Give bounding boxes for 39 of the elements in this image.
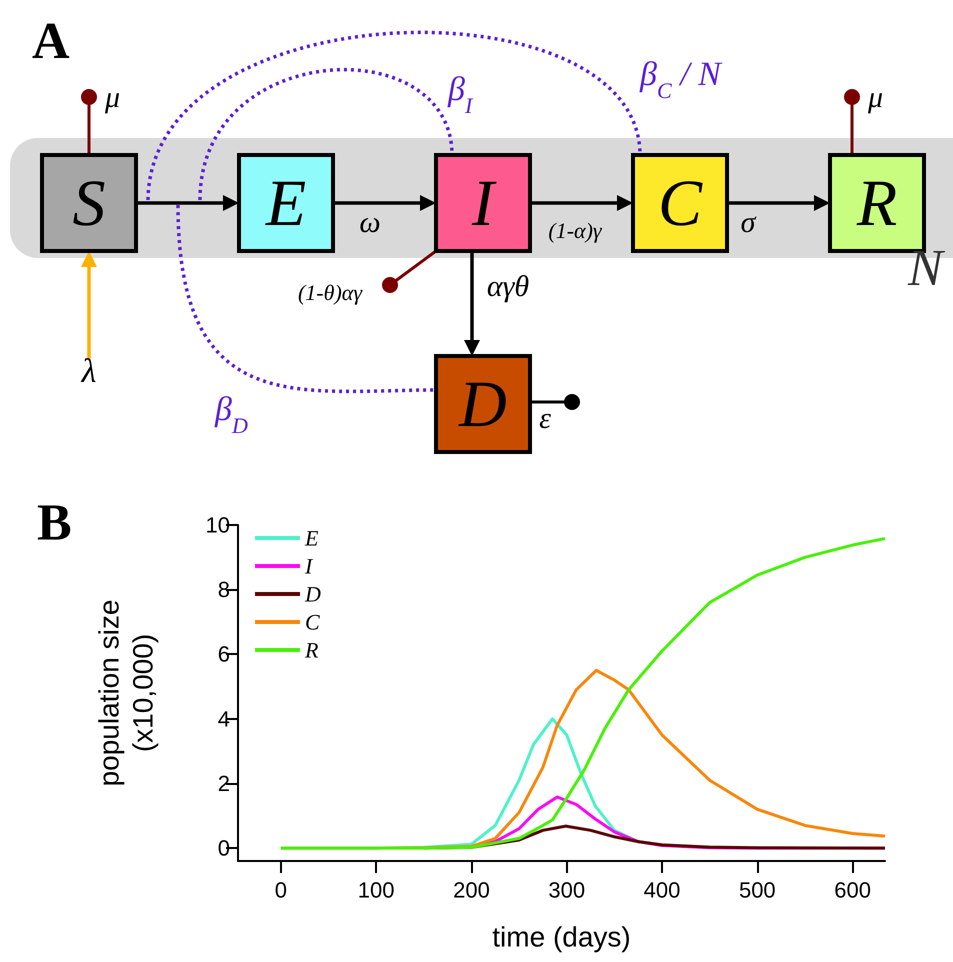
y-tick-label: 10 — [206, 512, 230, 538]
y-tick-label: 8 — [218, 577, 230, 602]
category-label: D — [458, 368, 507, 441]
text: λ — [80, 353, 96, 390]
category-label: S — [72, 167, 106, 240]
y-tick-label: 4 — [218, 706, 230, 732]
text: μ — [104, 81, 120, 114]
text: ε — [539, 402, 552, 435]
x-tick-label: 100 — [358, 878, 395, 902]
x-tick-label: 200 — [453, 878, 490, 902]
text: β$_{D}$ — [214, 391, 248, 438]
legend-label: E — [304, 526, 319, 550]
text: β$_{I}$ — [447, 71, 474, 118]
category-label: E — [264, 167, 306, 240]
text: A — [32, 13, 70, 70]
y-axis-title: population size (x10,000) — [94, 600, 158, 786]
text: N — [907, 240, 946, 297]
x-tick-label: 400 — [644, 878, 680, 902]
text: (1-α)γ — [548, 218, 603, 243]
category-label: C — [658, 167, 703, 240]
category-label: R — [856, 167, 898, 240]
x-tick-label: 600 — [834, 878, 871, 902]
category-label: I — [471, 167, 498, 240]
x-tick-label: 500 — [738, 878, 776, 902]
text: σ — [740, 206, 757, 239]
legend-label: D — [304, 582, 321, 606]
legend-label: R — [304, 638, 319, 662]
text: β$_{C}$ / N — [639, 56, 724, 102]
y-tick-label: 2 — [218, 770, 230, 796]
text: μ — [867, 81, 884, 114]
x-axis-title: time (days) — [492, 922, 631, 952]
x-tick-label: 300 — [548, 878, 586, 902]
chart-title: B — [37, 494, 72, 552]
text: αγθ — [486, 270, 530, 303]
legend-label: C — [305, 610, 320, 634]
text: (1-θ)αγ — [298, 280, 364, 305]
x-tick-label: 0 — [274, 878, 288, 902]
legend-label: I — [304, 554, 314, 578]
text: ω — [359, 206, 381, 239]
